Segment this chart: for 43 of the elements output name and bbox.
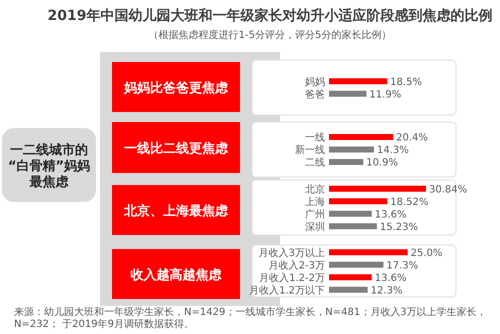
y-tick-label: 新一线 <box>295 144 325 156</box>
text: （根据焦虑程度进行1-5分评分，评分5分的家长比例） <box>148 29 392 41</box>
data-label: 12.3% <box>370 285 402 296</box>
data-label: 18.52% <box>390 196 428 208</box>
bar <box>329 210 372 217</box>
data-label: 13.6% <box>374 272 407 284</box>
y-tick-label: 深圳 <box>305 220 325 233</box>
text: 最焦虑 <box>28 175 70 190</box>
bar <box>329 286 368 293</box>
text: 收入越高越焦虑 <box>130 267 222 283</box>
text: “白骨精”妈妈 <box>8 159 90 174</box>
y-tick-label: 妈妈 <box>305 76 325 88</box>
y-tick-label: 上海 <box>305 196 325 208</box>
y-tick-label: 二线 <box>305 156 325 168</box>
y-tick-label: 月收入1.2-2万 <box>259 272 325 284</box>
text: 妈妈比爸爸更焦虑 <box>123 81 229 96</box>
y-tick-label: 月收入1.2万以下 <box>249 284 325 296</box>
bar <box>329 262 384 268</box>
data-label: 10.9% <box>366 158 398 168</box>
data-label: 11.9% <box>369 89 402 100</box>
data-label: 13.6% <box>374 209 407 220</box>
data-label: 25.0% <box>410 248 442 259</box>
y-tick-label: 北京 <box>305 183 325 196</box>
data-label: 20.4% <box>396 132 428 144</box>
bar <box>329 186 426 192</box>
data-label: 17.3% <box>386 260 418 272</box>
text: 北京、上海最焦虑 <box>123 203 229 219</box>
bar <box>329 198 388 204</box>
bar <box>329 223 377 230</box>
data-label: 30.84% <box>429 184 468 196</box>
text: 一线比二线更焦虑 <box>124 142 229 156</box>
bar <box>329 274 372 280</box>
bar <box>329 249 408 256</box>
y-tick-label: 月收入3万以上 <box>258 246 325 259</box>
data-label: 14.3% <box>376 145 409 156</box>
data-label: 18.5% <box>390 76 422 88</box>
y-tick-label: 一线 <box>305 132 325 144</box>
text: 一二线城市的 <box>10 142 88 158</box>
text: 2019年中国幼儿园大班和一年级家长对幼升小适应阶段感到焦虑的比例 <box>48 7 492 24</box>
y-tick-label: 月收入2-3万 <box>268 259 325 272</box>
y-tick-label: 爸爸 <box>305 88 325 100</box>
data-label: 15.23% <box>380 222 418 233</box>
y-tick-label: 广州 <box>305 208 325 220</box>
